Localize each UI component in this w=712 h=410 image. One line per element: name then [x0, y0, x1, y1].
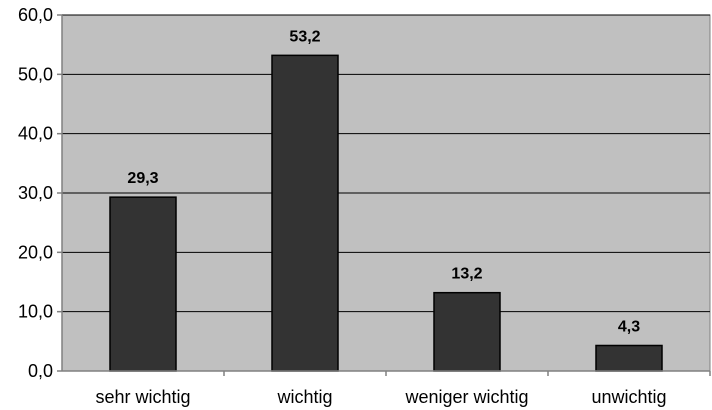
category-label: sehr wichtig	[95, 387, 190, 407]
x-axis-categories: sehr wichtig wichtig weniger wichtig unwich…	[95, 371, 711, 407]
y-tick-label: 40,0	[18, 124, 53, 144]
category-label: weniger wichtig	[404, 387, 528, 407]
y-tick-label: 0,0	[28, 361, 53, 381]
category-label: unwichtig	[591, 387, 666, 407]
data-label: 29,3	[127, 170, 158, 187]
bar	[109, 196, 177, 372]
bar	[595, 344, 663, 372]
bars	[109, 54, 663, 372]
y-tick-label: 20,0	[18, 242, 53, 262]
data-label: 4,3	[618, 318, 640, 335]
y-tick-label: 10,0	[18, 302, 53, 322]
y-tick-label: 50,0	[18, 64, 53, 84]
category-label: wichtig	[276, 387, 332, 407]
data-labels: 29,3 53,2 13,2 4,3	[127, 28, 640, 335]
data-label: 13,2	[451, 266, 482, 283]
y-tick-label: 30,0	[18, 183, 53, 203]
y-axis-ticks: 0,0 10,0 20,0 30,0 40,0 50,0 60,0	[18, 5, 62, 381]
y-tick-label: 60,0	[18, 5, 53, 25]
data-label: 53,2	[289, 28, 320, 45]
bar	[433, 291, 501, 372]
bar	[271, 54, 339, 372]
